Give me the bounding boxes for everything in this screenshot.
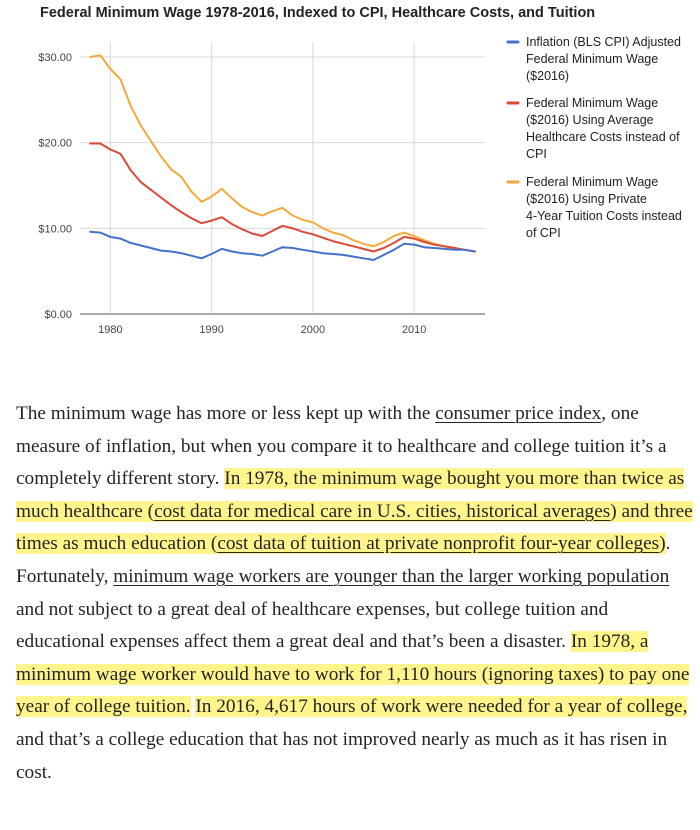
text-disaster: and not subject to a great deal of healt… [16, 598, 609, 653]
legend-item-1: Inflation (BLS CPI) Adjusted Federal Mini… [506, 35, 681, 83]
article-paragraph: The minimum wage has more or less kept u… [16, 398, 694, 789]
y-tick-label: $10.00 [38, 223, 72, 235]
text-intro: The minimum wage has more or less kept u… [16, 403, 436, 424]
legend: Inflation (BLS CPI) Adjusted Federal Mini… [506, 35, 682, 240]
line-chart: Federal Minimum Wage 1978-2016, Indexed … [38, 5, 682, 336]
legend-label: Federal Minimum Wage ($2016) Using Averag… [526, 96, 680, 161]
text-inflation-story: , one measure of inflation, but when you… [16, 403, 667, 490]
link-younger-workers[interactable]: minimum wage workers are younger than th… [113, 565, 670, 587]
x-tick-label: 1990 [199, 324, 223, 336]
highlight-4617-hours: In 2016, 4,617 hours of work were needed… [195, 696, 688, 718]
series-line-1 [89, 230, 476, 261]
legend-label: Inflation (BLS CPI) Adjusted Federal Mini… [526, 35, 681, 83]
chart-title: Federal Minimum Wage 1978-2016, Indexed … [40, 5, 595, 21]
link-consumer-price-index[interactable]: consumer price index [435, 403, 602, 424]
series-line-2 [89, 142, 476, 253]
y-tick-label: $20.00 [38, 138, 72, 150]
x-tick-label: 2000 [301, 324, 325, 336]
legend-item-3: Federal Minimum Wage ($2016) Using Privat… [506, 175, 682, 240]
x-tick-label: 1980 [98, 324, 122, 336]
link-medical-care-cost-data[interactable]: cost data for medical care in U.S. citie… [154, 500, 611, 522]
x-tick-label: 2010 [402, 324, 426, 336]
series-layer [89, 54, 476, 261]
legend-label: Federal Minimum Wage ($2016) Using Privat… [526, 175, 682, 240]
text-conclusion: and that’s a college education that has … [16, 728, 668, 783]
link-tuition-cost-data[interactable]: cost data of tuition at private nonprofi… [217, 533, 660, 555]
axis-ticks: $0.00 $10.00 $20.00 $30.00 1980 1990 2000 2010 [38, 52, 426, 336]
grid-lines [80, 42, 485, 315]
y-tick-label: $30.00 [38, 52, 72, 64]
y-tick-label: $0.00 [44, 309, 72, 321]
legend-item-2: Federal Minimum Wage ($2016) Using Averag… [506, 96, 680, 161]
text-fortunately: . Fortunately, [16, 533, 671, 587]
series-line-3 [89, 54, 476, 253]
